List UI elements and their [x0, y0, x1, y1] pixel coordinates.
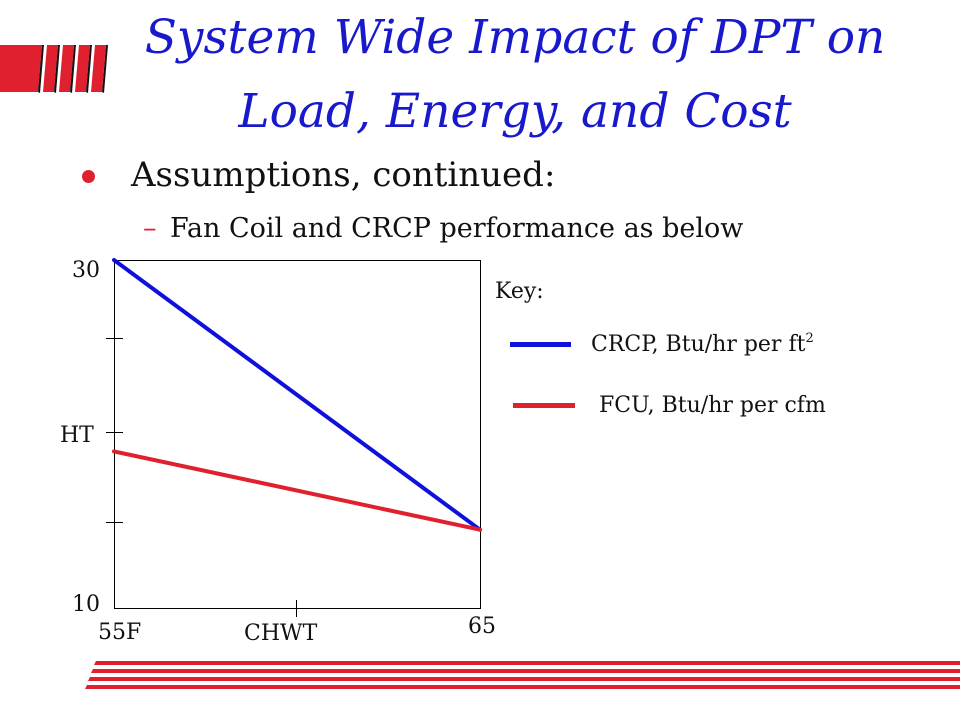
footer-rule	[85, 661, 960, 689]
legend-label-fcu: FCU, Btu/hr per cfm	[599, 393, 826, 418]
page-title-line-1: System Wide Impact of DPT on	[144, 10, 886, 65]
series-line-fcu	[112, 449, 482, 532]
page-title-line-2: Load, Energy, and Cost	[238, 84, 792, 139]
bullet-marker	[82, 170, 95, 183]
y-tick-label-bottom: 10	[72, 592, 100, 617]
series-layer	[112, 258, 482, 532]
y-axis-label: HT	[60, 423, 94, 448]
legend-label-crcp-sup: 2	[805, 331, 814, 346]
legend-swatch-crcp	[510, 342, 571, 347]
legend-label-crcp: CRCP, Btu/hr per ft2	[591, 332, 814, 357]
sub-bullet-dash: –	[143, 213, 157, 244]
bullet-text: Assumptions, continued:	[131, 155, 556, 195]
legend-swatch-fcu	[513, 403, 575, 408]
chart-frame	[114, 260, 481, 609]
logo-block-shadow	[38, 45, 108, 93]
x-tick-label-end: 65	[468, 614, 496, 639]
logo-block	[0, 45, 90, 92]
x-tick-label-start: 55F	[98, 620, 142, 645]
x-axis-label: CHWT	[244, 621, 318, 646]
logo-bar-5	[91, 45, 106, 92]
y-tick-label-top: 30	[72, 258, 100, 283]
plot-area	[114, 260, 481, 609]
legend-title: Key:	[495, 279, 544, 304]
sub-bullet-text: Fan Coil and CRCP performance as below	[170, 213, 744, 244]
legend-label-crcp-text: CRCP, Btu/hr per ft	[591, 332, 806, 357]
y-axis-ticks	[106, 338, 123, 523]
series-line-crcp	[112, 258, 482, 532]
